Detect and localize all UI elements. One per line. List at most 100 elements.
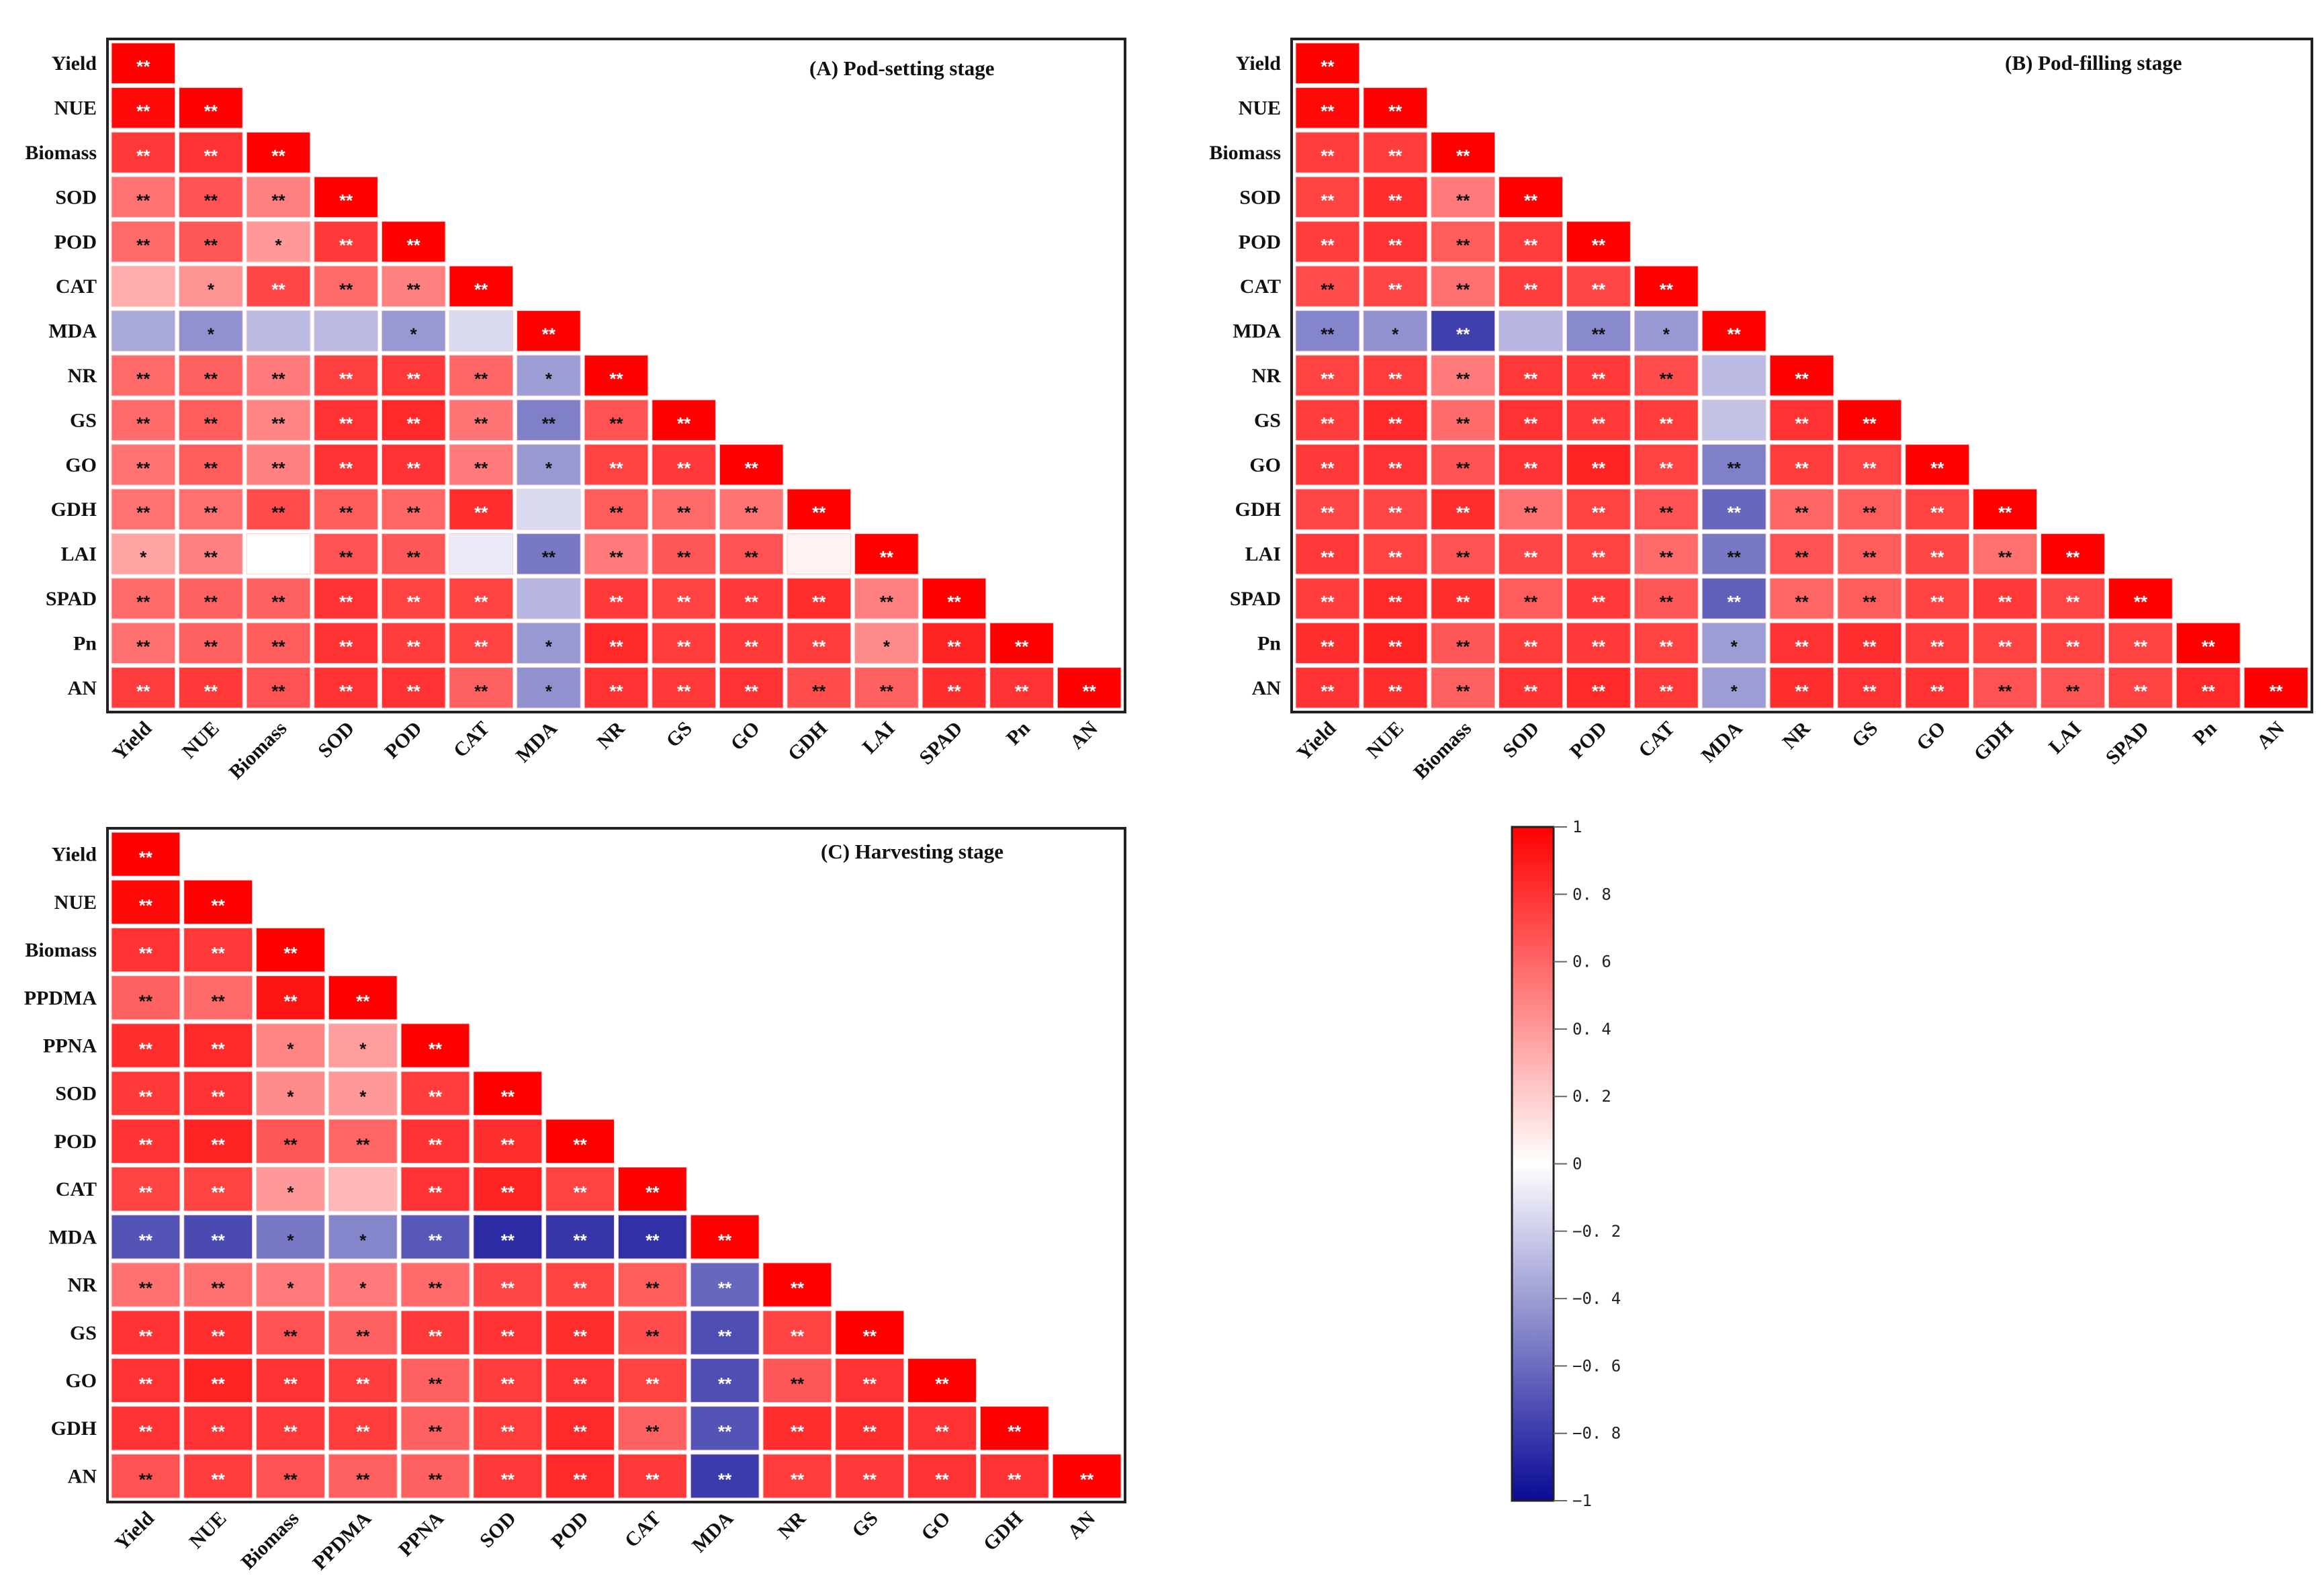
- significance-mark: **: [947, 681, 961, 701]
- heatmap-cell: [400, 1118, 470, 1164]
- significance-mark: **: [718, 1374, 732, 1394]
- significance-mark: **: [791, 1374, 805, 1394]
- column-label: Biomass: [237, 1507, 304, 1574]
- significance-mark: *: [883, 636, 891, 656]
- heatmap-cell: [1905, 578, 1970, 619]
- significance-mark: **: [407, 636, 421, 656]
- heatmap-cell: [517, 533, 581, 575]
- heatmap-cell: [111, 399, 176, 441]
- heatmap-cell: [1769, 488, 1834, 530]
- significance-mark: **: [501, 1230, 515, 1250]
- significance-mark: **: [1998, 592, 2012, 612]
- significance-mark: **: [204, 190, 218, 210]
- significance-mark: **: [1660, 279, 1674, 300]
- column-label: GO: [726, 717, 764, 755]
- significance-mark: **: [204, 681, 218, 701]
- significance-mark: **: [935, 1469, 949, 1489]
- significance-mark: **: [2202, 681, 2216, 701]
- heatmap-cell: [989, 667, 1054, 709]
- row-label: GS: [70, 1322, 97, 1344]
- column-label: POD: [547, 1507, 592, 1553]
- heatmap-cell: [907, 1406, 977, 1451]
- significance-mark: **: [677, 636, 691, 656]
- heatmap-cell: [1363, 355, 1428, 396]
- heatmap-cell: [314, 488, 378, 530]
- heatmap-cell: [1905, 488, 1970, 530]
- significance-mark: **: [1795, 369, 1809, 389]
- heatmap-cell: [854, 533, 919, 575]
- significance-mark: **: [339, 458, 353, 478]
- heatmap-cell: [1431, 444, 1496, 486]
- column-label: CAT: [449, 717, 494, 762]
- significance-mark: **: [718, 1421, 732, 1442]
- significance-mark: **: [139, 1230, 153, 1250]
- heatmap-cell: [762, 1454, 832, 1499]
- heatmap-cell: [2176, 667, 2241, 709]
- significance-mark: **: [1728, 502, 1742, 523]
- heatmap-cell: [314, 399, 378, 441]
- significance-mark: **: [139, 1135, 153, 1155]
- heatmap-cell: [835, 1454, 905, 1499]
- heatmap-cell: [835, 1406, 905, 1451]
- significance-mark: **: [542, 324, 556, 345]
- significance-mark: **: [947, 636, 961, 656]
- significance-mark: **: [1524, 235, 1538, 255]
- heatmap-cell: [183, 1023, 253, 1068]
- significance-mark: **: [1321, 56, 1335, 77]
- heatmap-cell: [179, 310, 243, 352]
- heatmap-cell: [1295, 399, 1360, 441]
- heatmap-cell: [719, 488, 784, 530]
- significance-mark: **: [1524, 681, 1538, 701]
- heatmap-cell: [111, 1358, 181, 1403]
- heatmap-cell: [256, 975, 325, 1020]
- heatmap-cell: [1973, 667, 2038, 709]
- significance-mark: **: [1930, 458, 1945, 478]
- row-label: Pn: [73, 632, 97, 654]
- significance-mark: **: [1321, 235, 1335, 255]
- significance-mark: **: [1388, 502, 1402, 523]
- heatmap-cell: [517, 310, 581, 352]
- significance-mark: **: [139, 895, 153, 916]
- column-label: LAI: [2045, 717, 2086, 758]
- significance-mark: **: [1321, 502, 1335, 523]
- heatmap-cell: [111, 533, 176, 575]
- significance-mark: **: [139, 1039, 153, 1059]
- row-label: Yield: [1236, 52, 1282, 75]
- significance-mark: **: [609, 636, 623, 656]
- significance-mark: **: [1456, 279, 1470, 300]
- significance-mark: **: [1456, 369, 1470, 389]
- heatmap-cell: [381, 355, 446, 396]
- significance-mark: **: [1930, 547, 1945, 568]
- row-label: SOD: [55, 186, 97, 208]
- column-label: MDA: [1697, 717, 1747, 766]
- heatmap-cell: [1363, 488, 1428, 530]
- heatmap-panel-a: (A) Pod-setting stageYieldYieldNUENUEBio…: [25, 38, 1126, 783]
- heatmap-cell: [179, 265, 243, 307]
- significance-mark: **: [136, 101, 150, 122]
- heatmap-cell: [1499, 355, 1563, 396]
- significance-mark: **: [356, 1374, 370, 1394]
- heatmap-cell: [1566, 399, 1631, 441]
- heatmap-cell: [1295, 132, 1360, 173]
- column-label: POD: [381, 717, 427, 763]
- heatmap-cell: [1499, 578, 1563, 619]
- heatmap-cell: [1837, 444, 1902, 486]
- heatmap-cell: [1363, 310, 1428, 352]
- column-label: NR: [1778, 717, 1814, 753]
- significance-mark: **: [1863, 458, 1877, 478]
- heatmap-cell: [381, 310, 446, 352]
- significance-mark: **: [573, 1135, 587, 1155]
- significance-mark: **: [1008, 1421, 1022, 1442]
- heatmap-cell: [1566, 533, 1631, 575]
- heatmap-cell: [183, 1262, 253, 1307]
- heatmap-cell: [473, 1358, 543, 1403]
- significance-mark: **: [1456, 146, 1470, 166]
- significance-mark: **: [271, 636, 285, 656]
- significance-mark: **: [791, 1421, 805, 1442]
- heatmap-cell: [1634, 399, 1699, 441]
- heatmap-cell: [1295, 176, 1360, 218]
- significance-mark: *: [287, 1039, 294, 1059]
- heatmap-cell: [787, 667, 852, 709]
- heatmap-cell: [111, 667, 176, 709]
- heatmap-cell: [1566, 622, 1631, 664]
